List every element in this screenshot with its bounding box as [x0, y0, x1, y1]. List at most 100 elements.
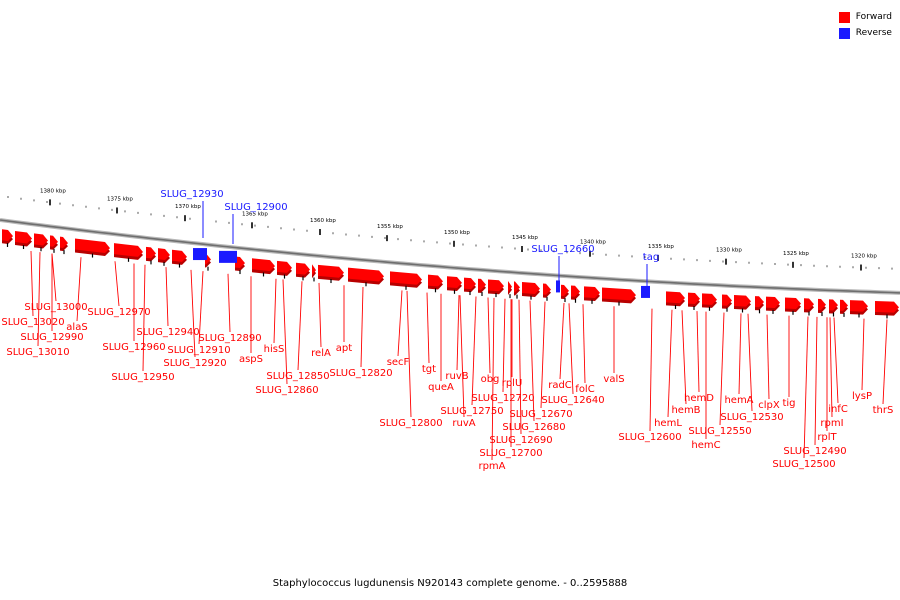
gene-leader — [397, 290, 403, 357]
forward-gene — [543, 283, 551, 295]
gene-leader — [559, 302, 565, 380]
forward-gene — [428, 274, 443, 287]
gene-label: SLUG_12820 — [329, 368, 392, 379]
gene-label: SLUG_12920 — [163, 358, 226, 369]
forward-gene — [818, 298, 826, 310]
forward-gene — [158, 248, 170, 260]
reverse-gene-label: SLUG_12900 — [224, 202, 287, 213]
forward-gene — [312, 264, 316, 276]
legend-forward-label: Forward — [855, 12, 892, 22]
gene-leader — [738, 313, 742, 395]
tick-label: 1360 kbp — [310, 218, 336, 224]
gene-label: aspS — [239, 354, 263, 365]
gene-label: hemL — [654, 418, 682, 429]
tick-label: 1330 kbp — [716, 248, 742, 254]
gene-label: radC — [548, 380, 572, 391]
tick-label: 1335 kbp — [648, 244, 674, 250]
gene-label: SLUG_12670 — [509, 409, 572, 420]
forward-gene — [755, 296, 764, 308]
gene-label: thrS — [873, 405, 894, 416]
forward-gene — [2, 229, 13, 242]
gene-leader — [406, 290, 412, 418]
forward-gene — [172, 249, 187, 262]
forward-gene — [464, 277, 476, 290]
gene-leader — [198, 271, 204, 345]
reverse-gene-label: SLUG_12930 — [160, 189, 223, 200]
reverse-gene — [219, 250, 237, 263]
gene-leader — [471, 296, 477, 406]
reverse-gene — [641, 285, 650, 298]
gene-leader — [273, 278, 277, 344]
forward-gene — [804, 298, 814, 310]
gene-leader — [766, 314, 770, 400]
gene-label: SLUG_12550 — [688, 426, 751, 437]
gene-label: SLUG_12850 — [266, 371, 329, 382]
gene-leader — [833, 317, 839, 404]
gene-label: rpmI — [820, 418, 843, 429]
forward-gene — [296, 262, 310, 275]
tick-label: 1380 kbp — [40, 188, 66, 194]
legend-reverse: Reverse — [838, 25, 892, 41]
gene-label: folC — [575, 384, 594, 395]
forward-gene — [34, 233, 48, 246]
gene-label: SLUG_12990 — [20, 332, 83, 343]
gene-leader — [568, 303, 574, 395]
gene-label: SLUG_12690 — [489, 435, 552, 446]
tick-label: 1345 kbp — [512, 235, 538, 241]
tick-label: 1350 kbp — [444, 230, 470, 236]
tick-label: 1325 kbp — [783, 251, 809, 257]
gene-leader — [861, 318, 865, 391]
tick-label: 1340 kbp — [580, 240, 606, 246]
forward-gene — [875, 301, 899, 313]
forward-gene — [522, 282, 540, 294]
gene-label: SLUG_12640 — [541, 395, 604, 406]
gene-label: SLUG_12800 — [379, 418, 442, 429]
forward-gene — [318, 264, 344, 278]
forward-gene — [60, 236, 68, 248]
gene-leader — [667, 309, 673, 418]
gene-leader — [491, 297, 495, 461]
gene-leader — [30, 250, 34, 317]
forward-gene — [252, 258, 275, 272]
forward-gene — [840, 299, 848, 311]
gene-leader — [142, 264, 146, 372]
tick-label: 1320 kbp — [851, 254, 877, 260]
gene-label: SLUG_12700 — [479, 448, 542, 459]
gene-label: hisS — [264, 344, 285, 355]
gene-label: lysP — [852, 391, 872, 402]
gene-label: rpmA — [478, 461, 505, 472]
gene-label: hemB — [671, 405, 700, 416]
forward-gene — [850, 300, 868, 312]
forward-gene — [447, 276, 462, 289]
gene-leader — [696, 311, 700, 393]
forward-gene — [75, 238, 110, 254]
gene-label: relA — [311, 348, 331, 359]
gene-label: ruvA — [452, 418, 475, 429]
gene-label: SLUG_12600 — [618, 432, 681, 443]
gene-label: secF — [387, 357, 410, 368]
forward-gene — [584, 286, 600, 299]
gene-leader — [76, 257, 82, 322]
gene-label: ruvB — [445, 371, 468, 382]
gene-label: queA — [428, 382, 454, 393]
gene-label: obg — [481, 374, 500, 385]
gene-label: SLUG_13020 — [1, 317, 64, 328]
gene-leader — [502, 298, 506, 393]
genome-backbone — [0, 219, 900, 294]
legend-forward: Forward — [838, 9, 892, 25]
gene-label: SLUG_12720 — [471, 393, 534, 404]
gene-label: SLUG_12500 — [772, 459, 835, 470]
forward-gene — [488, 279, 504, 292]
forward-gene — [478, 278, 486, 290]
forward-gene — [688, 292, 700, 305]
gene-label: valS — [603, 374, 624, 385]
gene-leader — [227, 273, 231, 333]
reverse-swatch — [838, 27, 850, 39]
tick-label: 1375 kbp — [107, 196, 133, 202]
forward-gene — [235, 256, 245, 269]
gene-leader — [297, 281, 303, 371]
gene-label: SLUG_12910 — [167, 345, 230, 356]
gene-leader — [649, 308, 653, 432]
gene-leader — [882, 319, 888, 405]
